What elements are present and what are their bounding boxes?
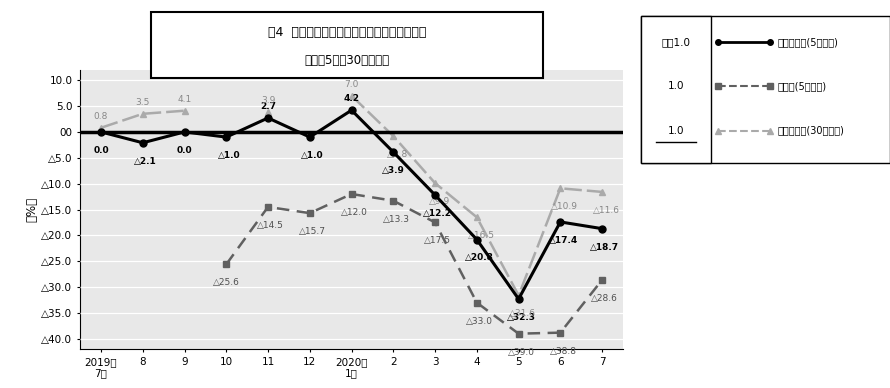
Text: △17.5: △17.5 — [425, 236, 451, 245]
Text: △12.2: △12.2 — [424, 209, 452, 218]
Text: △32.3: △32.3 — [507, 313, 536, 322]
Text: △12.0: △12.0 — [341, 208, 368, 217]
Text: 1.0: 1.0 — [668, 81, 684, 91]
Text: 4.1: 4.1 — [177, 95, 191, 104]
Text: △28.6: △28.6 — [592, 294, 619, 303]
Text: 4.2: 4.2 — [344, 94, 360, 103]
Text: △3.9: △3.9 — [382, 166, 405, 175]
Text: △1.0: △1.0 — [301, 151, 324, 160]
Text: 0.8: 0.8 — [93, 112, 109, 121]
Text: △9.9: △9.9 — [429, 197, 449, 206]
Text: 調査産業計(5人以上): 調査産業計(5人以上) — [778, 37, 838, 47]
Text: △0.8: △0.8 — [387, 150, 409, 159]
Text: △2.1: △2.1 — [134, 157, 157, 166]
FancyBboxPatch shape — [151, 12, 543, 78]
Text: 0.0: 0.0 — [93, 146, 109, 155]
Text: △17.4: △17.4 — [548, 236, 578, 245]
Text: △11.6: △11.6 — [593, 206, 619, 215]
Text: △10.9: △10.9 — [551, 202, 578, 211]
Text: △16.5: △16.5 — [467, 231, 495, 240]
Text: 調査産業計(30人以上): 調査産業計(30人以上) — [778, 126, 845, 135]
Text: △1.0: △1.0 — [218, 151, 240, 160]
FancyBboxPatch shape — [641, 16, 710, 163]
Text: 製造業(5人以上): 製造業(5人以上) — [778, 81, 827, 91]
Text: 3.9: 3.9 — [261, 96, 275, 105]
Text: 3.5: 3.5 — [135, 98, 150, 107]
Text: 例：1.0: 例：1.0 — [661, 37, 690, 47]
Text: △25.6: △25.6 — [213, 278, 239, 287]
Text: △33.0: △33.0 — [466, 317, 493, 326]
Text: △31.6: △31.6 — [509, 309, 537, 318]
Text: 7.0: 7.0 — [344, 80, 359, 89]
Text: △13.3: △13.3 — [383, 215, 409, 223]
Text: 図4  所定外労働時間の推移（対前年同月比）: 図4 所定外労働時間の推移（対前年同月比） — [268, 26, 426, 39]
Text: 1.0: 1.0 — [668, 126, 684, 135]
Text: △20.8: △20.8 — [465, 253, 494, 262]
Text: △18.7: △18.7 — [590, 242, 619, 251]
Text: －規模5人・30人以上－: －規模5人・30人以上－ — [304, 54, 390, 67]
Text: △15.7: △15.7 — [299, 227, 326, 236]
Text: 0.0: 0.0 — [177, 146, 192, 155]
Y-axis label: （%）: （%） — [26, 197, 38, 222]
Text: 2.7: 2.7 — [260, 102, 276, 111]
Text: △38.8: △38.8 — [550, 346, 577, 355]
Text: △39.0: △39.0 — [508, 348, 535, 357]
FancyBboxPatch shape — [641, 16, 890, 163]
Text: △14.5: △14.5 — [257, 221, 284, 230]
